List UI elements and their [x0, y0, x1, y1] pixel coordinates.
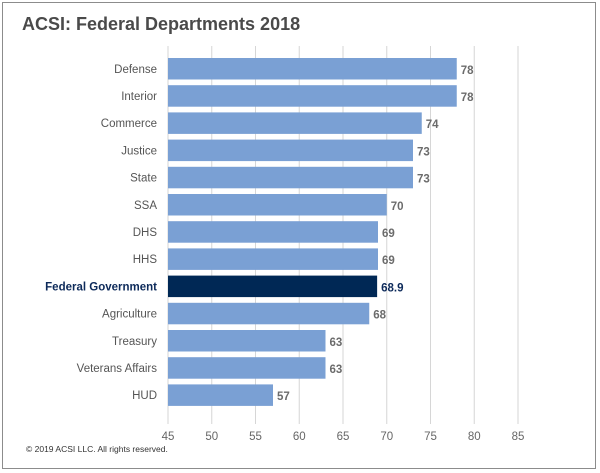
bar	[168, 58, 457, 80]
category-label: Defense	[114, 64, 157, 76]
category-label: Justice	[121, 145, 157, 157]
x-tick-label: 80	[468, 431, 481, 443]
bar	[168, 166, 413, 189]
category-label: SSA	[134, 200, 157, 212]
bar	[168, 139, 413, 162]
category-label: Commerce	[101, 118, 157, 130]
bar	[168, 384, 273, 406]
bar	[168, 221, 378, 243]
category-label: DHS	[133, 227, 158, 239]
x-axis-ticks: 45 50 55 60 65 70 75 80 85	[162, 431, 525, 443]
value-label: 74	[426, 119, 439, 131]
value-label: 70	[391, 201, 404, 213]
x-tick-label: 75	[424, 431, 437, 443]
bar	[168, 248, 378, 270]
x-tick-label: 50	[205, 431, 218, 443]
value-label: 68.9	[381, 282, 403, 294]
bar	[168, 357, 326, 379]
category-label: HHS	[133, 254, 158, 266]
category-label: Veterans Affairs	[77, 363, 158, 375]
labels: Defense 78 Interior 78 Commerce 74 Justice 73 St…	[45, 64, 474, 403]
x-tick-label: 60	[293, 431, 306, 443]
value-label: 68	[373, 310, 386, 322]
bar	[168, 85, 457, 107]
bar	[168, 275, 378, 298]
bar	[168, 302, 370, 325]
value-label: 69	[382, 255, 395, 267]
x-tick-label: 45	[162, 431, 175, 443]
category-label: Interior	[121, 91, 157, 103]
copyright-notice: © 2019 ACSI LLC. All rights reserved.	[26, 444, 168, 454]
value-label: 73	[417, 174, 430, 186]
category-label: HUD	[132, 390, 157, 402]
value-label: 73	[417, 146, 430, 158]
chart-title: ACSI: Federal Departments 2018	[22, 14, 301, 34]
category-label: State	[130, 173, 157, 185]
x-tick-label: 55	[249, 431, 262, 443]
value-label: 57	[277, 391, 290, 403]
category-label: Treasury	[112, 336, 157, 348]
value-label: 63	[330, 364, 343, 376]
value-label: 69	[382, 228, 395, 240]
bar	[168, 112, 422, 134]
category-label: Federal Government	[45, 281, 157, 293]
value-label: 78	[461, 92, 474, 104]
bar	[168, 330, 326, 352]
x-tick-label: 85	[512, 431, 525, 443]
category-label: Agriculture	[102, 309, 157, 321]
x-tick-label: 70	[380, 431, 393, 443]
bars	[168, 58, 457, 406]
value-label: 63	[330, 337, 343, 349]
x-tick-label: 65	[337, 431, 350, 443]
value-label: 78	[461, 65, 474, 77]
bar	[168, 194, 387, 216]
